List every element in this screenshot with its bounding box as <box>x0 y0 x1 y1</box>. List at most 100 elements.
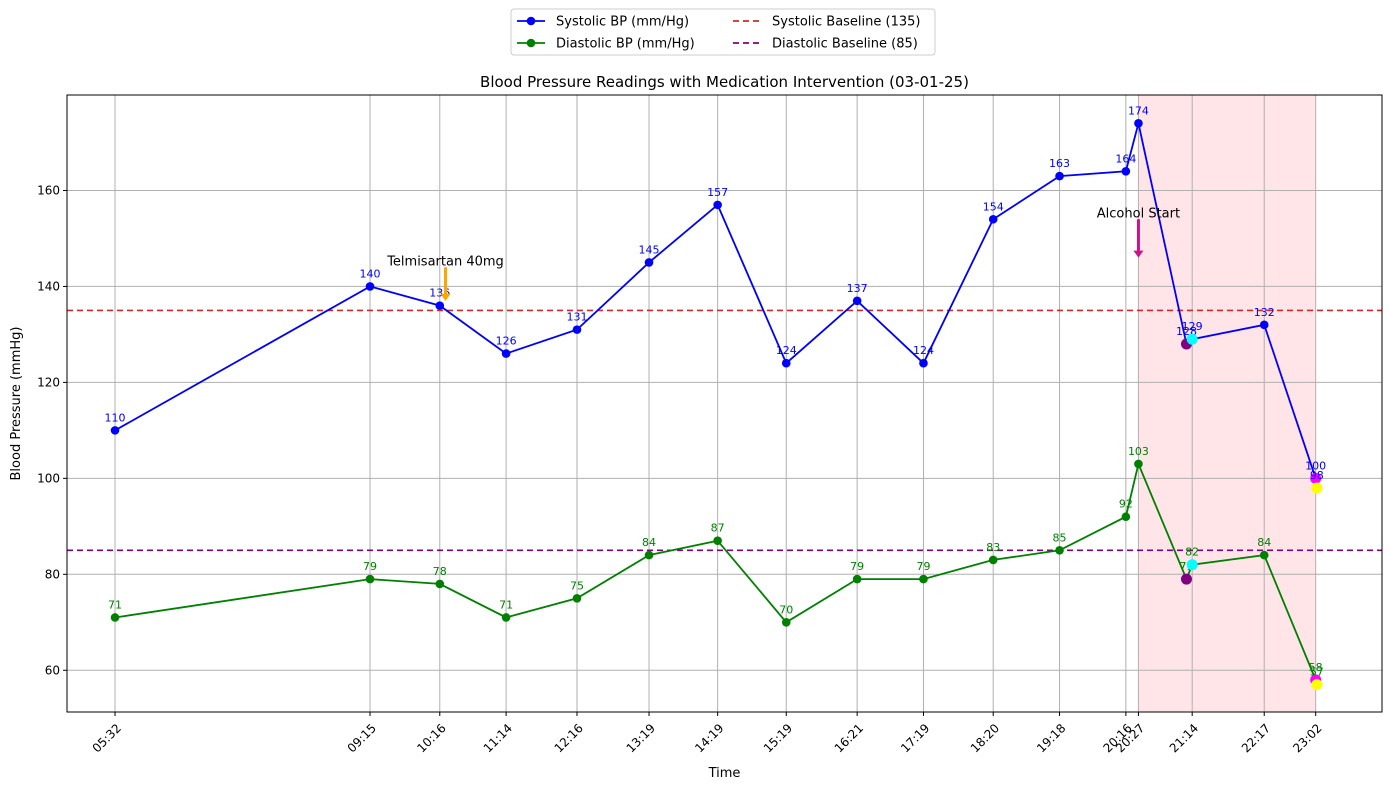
systolic-point <box>1259 320 1269 330</box>
legend-marker <box>526 38 536 48</box>
x-tick-label: 09:15 <box>345 721 379 755</box>
highlight-marker <box>1186 559 1198 571</box>
diastolic-data-label: 58 <box>1309 661 1323 674</box>
systolic-data-label: 140 <box>360 267 381 280</box>
highlight-marker-label: 98 <box>1310 469 1324 482</box>
diastolic-data-label: 83 <box>986 541 1000 554</box>
x-tick-label: 21:14 <box>1167 721 1201 755</box>
diastolic-data-label: 78 <box>433 565 447 578</box>
legend-label: Systolic Baseline (135) <box>772 15 920 30</box>
diastolic-point <box>501 613 511 622</box>
diastolic-data-label: 92 <box>1119 498 1133 511</box>
legend-label: Diastolic BP (mm/Hg) <box>556 37 695 52</box>
y-tick-label: 120 <box>37 375 60 389</box>
diastolic-point <box>919 574 928 584</box>
x-tick-label: 19:18 <box>1034 721 1068 755</box>
diastolic-point <box>988 555 998 565</box>
diastolic-data-label: 82 <box>1185 546 1199 559</box>
legend-marker <box>526 16 536 26</box>
shaded-region <box>1138 95 1316 712</box>
x-tick-label: 14:19 <box>692 721 726 755</box>
systolic-data-label: 129 <box>1182 320 1203 333</box>
systolic-point <box>365 282 375 291</box>
highlight-marker <box>1311 679 1323 691</box>
diastolic-point <box>110 613 120 622</box>
systolic-data-label: 154 <box>983 200 1004 213</box>
y-tick-label: 160 <box>37 183 60 197</box>
diastolic-point <box>1121 512 1131 522</box>
y-tick-label: 140 <box>37 279 60 293</box>
systolic-point <box>644 258 654 267</box>
diastolic-data-label: 79 <box>850 560 864 573</box>
diastolic-point <box>1134 459 1143 469</box>
systolic-data-label: 145 <box>639 243 660 256</box>
systolic-data-label: 126 <box>496 335 517 348</box>
diastolic-point <box>365 574 375 584</box>
medication-annotation: Telmisartan 40mg <box>386 254 504 269</box>
diastolic-point <box>852 574 862 584</box>
highlight-marker <box>1310 472 1322 484</box>
y-tick-label: 80 <box>45 567 60 581</box>
diastolic-data-label: 87 <box>711 522 725 535</box>
diastolic-data-label: 103 <box>1128 445 1149 458</box>
x-tick-label: 22:17 <box>1239 721 1273 755</box>
legend-label: Diastolic Baseline (85) <box>772 37 918 52</box>
diastolic-point <box>713 536 722 546</box>
systolic-point <box>110 426 120 435</box>
x-tick-label: 15:19 <box>761 721 795 755</box>
systolic-data-label: 100 <box>1305 459 1326 472</box>
legend-label: Systolic BP (mm/Hg) <box>556 15 689 30</box>
diastolic-line <box>114 461 1317 681</box>
diastolic-point <box>1259 550 1269 560</box>
systolic-data-label: 164 <box>1115 152 1136 165</box>
diastolic-data-label: 71 <box>499 598 513 611</box>
diastolic-data-label: 84 <box>1257 536 1271 549</box>
systolic-point <box>501 349 511 358</box>
systolic-point <box>1121 166 1131 176</box>
systolic-data-label: 137 <box>847 282 868 295</box>
x-tick-label: 13:19 <box>624 721 658 755</box>
systolic-point <box>852 296 862 306</box>
systolic-data-label: 132 <box>1254 306 1275 319</box>
y-tick-label: 60 <box>45 663 60 677</box>
systolic-line <box>114 123 1317 479</box>
x-tick-label: 17:19 <box>898 721 932 755</box>
systolic-data-label: 110 <box>105 411 126 424</box>
diastolic-data-label: 79 <box>916 560 930 573</box>
diastolic-point <box>1055 546 1064 555</box>
systolic-point <box>919 358 928 368</box>
systolic-data-label: 124 <box>913 344 934 357</box>
diastolic-point <box>435 579 445 589</box>
systolic-data-label: 131 <box>566 311 587 324</box>
y-axis-label: Blood Pressure (mmHg) <box>9 327 24 481</box>
systolic-data-label: 163 <box>1049 157 1070 170</box>
diastolic-data-label: 75 <box>570 579 584 592</box>
plot-frame <box>66 94 1383 713</box>
legend-box <box>510 8 936 56</box>
highlight-marker <box>1311 482 1323 494</box>
systolic-data-label: 174 <box>1128 104 1149 117</box>
x-tick-label: 05:32 <box>90 721 124 755</box>
diastolic-data-label: 84 <box>642 536 656 549</box>
systolic-point <box>435 301 445 310</box>
annotation-arrow-head <box>1133 250 1144 258</box>
x-tick-label: 10:16 <box>414 721 448 755</box>
alcohol-annotation: Alcohol Start <box>1097 206 1180 221</box>
x-tick-label: 23:02 <box>1290 721 1324 755</box>
diastolic-data-label: 70 <box>779 603 793 616</box>
y-tick-label: 100 <box>37 471 60 485</box>
systolic-data-label: 124 <box>776 344 797 357</box>
chart-title: Blood Pressure Readings with Medication … <box>480 73 969 91</box>
highlight-marker <box>1186 333 1198 345</box>
x-tick-label: 11:14 <box>481 721 515 755</box>
x-axis-label: Time <box>708 766 741 781</box>
systolic-point <box>1134 119 1143 128</box>
systolic-point <box>572 325 582 334</box>
systolic-point <box>781 358 791 368</box>
annotation-arrow-head <box>440 293 451 301</box>
diastolic-point <box>781 617 791 627</box>
diastolic-data-label: 71 <box>108 598 122 611</box>
diastolic-data-label: 85 <box>1053 531 1067 544</box>
x-tick-label: 18:20 <box>968 721 1002 755</box>
